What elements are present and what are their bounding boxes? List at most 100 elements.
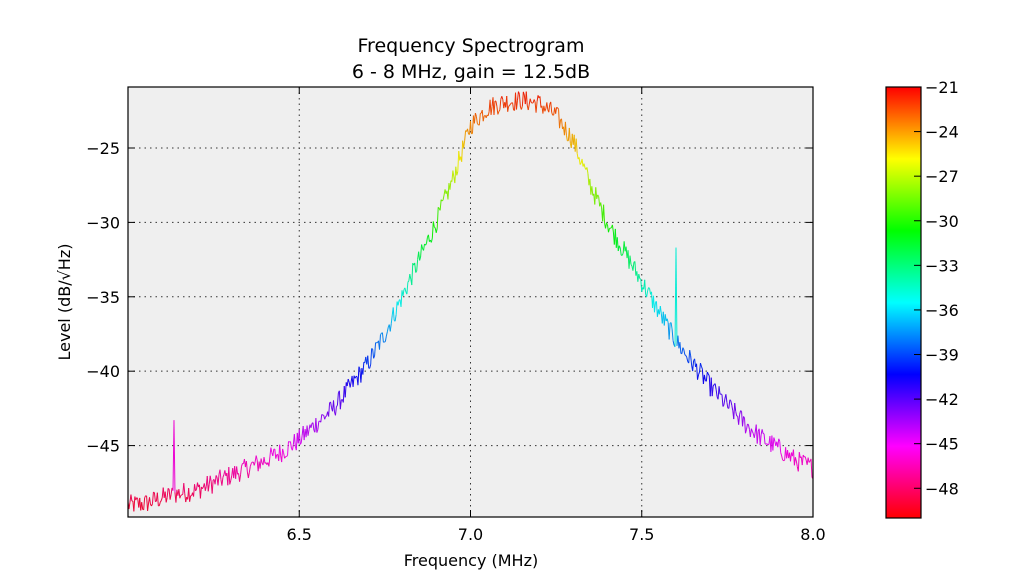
spectrum-segment: [236, 466, 239, 475]
spectrum-segment: [646, 290, 649, 298]
spectrum-segment: [354, 376, 357, 379]
spectrum-segment: [579, 162, 582, 165]
spectrum-segment: [591, 186, 594, 196]
spectrum-segment: [725, 394, 728, 403]
spectrum-segment: [555, 107, 558, 114]
spectrum-segment: [743, 416, 745, 419]
spectrum-segment: [222, 474, 225, 478]
spectrum-segment: [711, 385, 714, 397]
spectrum-segment: [583, 163, 586, 168]
spectrum-segment: [362, 362, 365, 375]
spectrum-segment: [807, 457, 810, 463]
colorbar-tick-label: −39: [925, 346, 959, 365]
spectrum-segment: [507, 106, 510, 112]
spectrum-segment: [685, 355, 688, 358]
spectrum-segment: [551, 112, 554, 116]
spectrum-segment: [586, 167, 589, 174]
spectrum-segment: [611, 224, 614, 232]
spectrum-segment: [336, 405, 338, 407]
spectrum-segment: [456, 171, 459, 176]
spectrum-segment: [681, 347, 684, 354]
spectrum-segment: [471, 115, 474, 134]
spectrum-segment: [576, 153, 579, 160]
spectrum-segment: [767, 443, 770, 446]
spectrum-segment: [425, 243, 427, 246]
spectrum-segment: [441, 199, 444, 202]
spectrum-segment: [521, 91, 524, 107]
spectrum-segment: [735, 411, 738, 416]
spectrum-segment: [629, 255, 632, 265]
spectrum-segment: [731, 405, 734, 411]
spectrum-segment: [729, 399, 732, 402]
colorbar-ticks: −21 −24 −27 −30 −33 −36 −39 −42 −45 −48: [914, 78, 959, 498]
spectrum-segment: [666, 318, 669, 323]
spectrum-segment: [409, 273, 412, 280]
spectrum-segment: [679, 342, 682, 354]
spectrum-segment: [772, 437, 775, 451]
spectrum-segment: [189, 495, 192, 502]
spectrum-segment: [779, 441, 782, 453]
spectrum-segment: [749, 428, 752, 437]
spectrum-segment: [347, 378, 350, 383]
spectrum-segment: [738, 414, 741, 425]
spectrum-segment: [648, 287, 650, 289]
spectrum-segment: [463, 140, 466, 148]
spectrum-segment: [690, 355, 693, 366]
spectrum-segment: [404, 287, 407, 293]
x-axis-ticks: 6.5 7.0 7.5 8.0: [287, 87, 826, 544]
spectrum-segment: [442, 194, 445, 201]
spectrum-segment: [522, 91, 525, 96]
spectrum-segment: [384, 336, 387, 342]
colorbar: [885, 86, 922, 519]
spectrum-segment: [430, 237, 433, 243]
spectrum-segment: [726, 402, 729, 409]
spectrum-segment: [240, 466, 243, 475]
spectrum-segment: [501, 96, 504, 100]
spectrum-segment: [559, 119, 562, 129]
spectrum-segment: [293, 434, 296, 447]
y-tick-label: −25: [86, 139, 120, 158]
x-tick-label: 6.5: [287, 525, 312, 544]
spectrum-segment: [782, 459, 784, 462]
spectrum-segment: [425, 237, 428, 244]
spectrum-segment: [156, 492, 159, 506]
spectrum-segment: [475, 116, 478, 124]
spectrum-segment: [268, 456, 271, 467]
spectrum-segment: [229, 480, 232, 485]
spectrum-segment: [476, 123, 479, 126]
spectrum-segment: [761, 429, 764, 434]
spectrum-segment: [378, 334, 381, 350]
spectrum-segment: [298, 429, 301, 445]
spectrum-segment: [144, 495, 147, 498]
spectrum-segment: [621, 253, 624, 256]
spectrum-segment: [464, 130, 467, 141]
spectrum-segment: [328, 402, 331, 417]
spectrum-segment: [415, 270, 418, 273]
spectrum-trace: [127, 91, 814, 512]
spectrum-segment: [421, 244, 424, 249]
spectrum-segment: [136, 497, 139, 500]
spectrum-segment: [533, 99, 536, 103]
spectrum-segment: [217, 474, 220, 486]
spectrum-segment: [802, 454, 805, 458]
spectrum-segment: [525, 91, 528, 106]
spectrum-segment: [279, 444, 282, 456]
spectrum-segment: [215, 475, 218, 478]
spectrum-segment: [310, 423, 313, 428]
spectrum-segment: [473, 113, 476, 124]
colorbar-tick-label: −33: [925, 256, 959, 275]
x-tick-label: 7.5: [629, 525, 654, 544]
spectrum-segment: [173, 420, 176, 493]
spectrum-segment: [390, 315, 393, 324]
spectrum-segment: [518, 94, 521, 108]
spectrum-segment: [299, 442, 302, 445]
spectrum-segment: [253, 461, 256, 466]
spectrum-segment: [699, 362, 702, 367]
spectrum-segment: [380, 332, 382, 336]
spectrum-segment: [558, 109, 561, 129]
spectrum-segment: [151, 491, 154, 504]
spectrum-segment: [179, 495, 182, 499]
spectrum-segment: [728, 399, 731, 409]
spectrum-segment: [568, 127, 571, 144]
spectrum-segment: [682, 347, 685, 350]
